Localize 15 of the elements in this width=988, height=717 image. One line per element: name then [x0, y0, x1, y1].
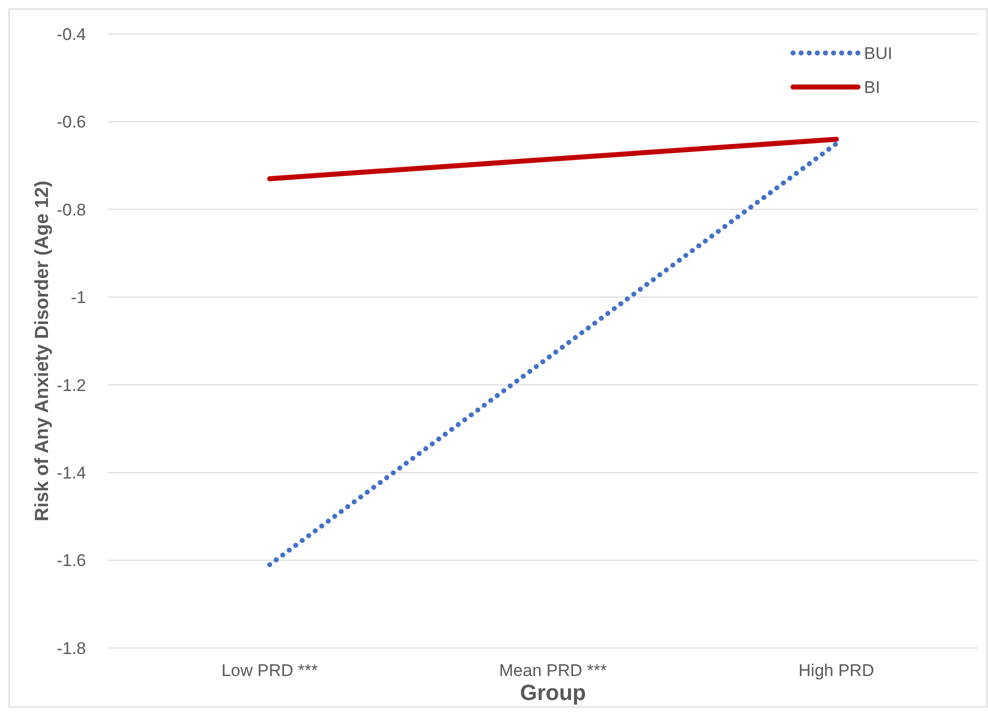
legend-label: BI — [864, 78, 880, 97]
legend-label: BUI — [864, 44, 892, 63]
y-axis-title: Risk of Any Anxiety Disorder (Age 12) — [32, 180, 53, 522]
y-tick-label: -1.2 — [56, 376, 86, 395]
y-tick-label: -0.4 — [56, 24, 86, 44]
y-tick-label: -1.8 — [56, 638, 86, 658]
x-tick-label: Low PRD *** — [221, 661, 318, 680]
y-tick-label: -1.6 — [56, 551, 86, 570]
x-tick-label: High PRD — [798, 661, 874, 680]
x-tick-label: Mean PRD *** — [499, 661, 608, 680]
y-tick-label: -0.8 — [56, 200, 86, 220]
x-axis-title: Group — [520, 680, 586, 705]
y-tick-label: -0.6 — [56, 112, 86, 132]
y-tick-label: -1 — [70, 288, 86, 308]
y-tick-label: -1.4 — [56, 464, 86, 483]
